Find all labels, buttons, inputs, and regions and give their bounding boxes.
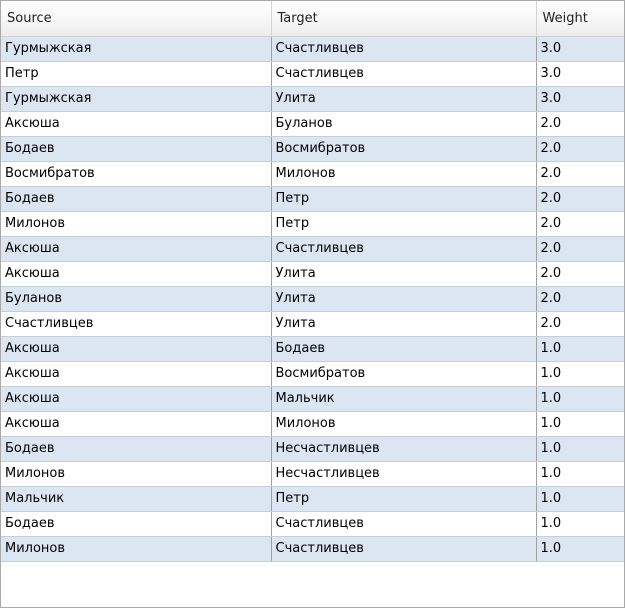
cell-source[interactable]: Бодаев xyxy=(1,511,272,537)
cell-target[interactable]: Петр xyxy=(271,186,537,212)
cell-target[interactable]: Несчастливцев xyxy=(271,461,537,487)
table-row[interactable]: Аксюша Восмибратов 1.0 xyxy=(1,361,624,387)
table-body: Гурмыжская Счастливцев 3.0 Петр Счастливцев 3… xyxy=(1,36,624,562)
cell-weight[interactable]: 1.0 xyxy=(536,536,624,562)
column-header-source[interactable]: Source xyxy=(1,1,272,37)
cell-weight[interactable]: 3.0 xyxy=(536,36,624,62)
cell-target[interactable]: Петр xyxy=(271,486,537,512)
header-row: Source Target Weight xyxy=(1,1,624,37)
cell-source[interactable]: Гурмыжская xyxy=(1,86,272,112)
table-row[interactable]: Гурмыжская Улита 3.0 xyxy=(1,86,624,112)
table-row[interactable]: Петр Счастливцев 3.0 xyxy=(1,61,624,87)
table-row[interactable]: Милонов Петр 2.0 xyxy=(1,211,624,237)
table-row[interactable]: Аксюша Буланов 2.0 xyxy=(1,111,624,137)
table-row[interactable]: Аксюша Мальчик 1.0 xyxy=(1,386,624,412)
cell-weight[interactable]: 2.0 xyxy=(536,286,624,312)
edge-data-table: Source Target Weight Гурмыжская Счастливц… xyxy=(1,1,624,562)
table-row[interactable]: Мальчик Петр 1.0 xyxy=(1,486,624,512)
table-row[interactable]: Милонов Счастливцев 1.0 xyxy=(1,536,624,562)
cell-weight[interactable]: 1.0 xyxy=(536,386,624,412)
cell-source[interactable]: Аксюша xyxy=(1,411,272,437)
cell-target[interactable]: Восмибратов xyxy=(271,136,537,162)
cell-weight[interactable]: 3.0 xyxy=(536,61,624,87)
cell-target[interactable]: Милонов xyxy=(271,161,537,187)
table-row[interactable]: Бодаев Счастливцев 1.0 xyxy=(1,511,624,537)
cell-source[interactable]: Аксюша xyxy=(1,261,272,287)
cell-weight[interactable]: 1.0 xyxy=(536,511,624,537)
cell-source[interactable]: Милонов xyxy=(1,536,272,562)
cell-target[interactable]: Бодаев xyxy=(271,336,537,362)
table-row[interactable]: Аксюша Улита 2.0 xyxy=(1,261,624,287)
cell-weight[interactable]: 2.0 xyxy=(536,261,624,287)
table-header: Source Target Weight xyxy=(1,1,624,37)
cell-source[interactable]: Петр xyxy=(1,61,272,87)
cell-source[interactable]: Аксюша xyxy=(1,236,272,262)
cell-weight[interactable]: 1.0 xyxy=(536,361,624,387)
cell-target[interactable]: Счастливцев xyxy=(271,236,537,262)
table-row[interactable]: Восмибратов Милонов 2.0 xyxy=(1,161,624,187)
cell-weight[interactable]: 1.0 xyxy=(536,461,624,487)
cell-weight[interactable]: 1.0 xyxy=(536,411,624,437)
column-header-target[interactable]: Target xyxy=(271,1,537,37)
column-header-weight[interactable]: Weight xyxy=(536,1,624,37)
cell-weight[interactable]: 2.0 xyxy=(536,236,624,262)
cell-weight[interactable]: 2.0 xyxy=(536,161,624,187)
cell-source[interactable]: Милонов xyxy=(1,461,272,487)
cell-source[interactable]: Аксюша xyxy=(1,336,272,362)
cell-source[interactable]: Буланов xyxy=(1,286,272,312)
cell-weight[interactable]: 2.0 xyxy=(536,311,624,337)
cell-target[interactable]: Мальчик xyxy=(271,386,537,412)
cell-weight[interactable]: 1.0 xyxy=(536,486,624,512)
cell-target[interactable]: Петр xyxy=(271,211,537,237)
cell-source[interactable]: Милонов xyxy=(1,211,272,237)
cell-weight[interactable]: 2.0 xyxy=(536,211,624,237)
cell-target[interactable]: Счастливцев xyxy=(271,61,537,87)
table-row[interactable]: Бодаев Несчастливцев 1.0 xyxy=(1,436,624,462)
cell-source[interactable]: Аксюша xyxy=(1,111,272,137)
cell-target[interactable]: Улита xyxy=(271,261,537,287)
cell-weight[interactable]: 2.0 xyxy=(536,111,624,137)
cell-weight[interactable]: 1.0 xyxy=(536,336,624,362)
cell-target[interactable]: Несчастливцев xyxy=(271,436,537,462)
cell-target[interactable]: Буланов xyxy=(271,111,537,137)
cell-target[interactable]: Улита xyxy=(271,286,537,312)
cell-target[interactable]: Восмибратов xyxy=(271,361,537,387)
cell-weight[interactable]: 2.0 xyxy=(536,186,624,212)
cell-target[interactable]: Улита xyxy=(271,86,537,112)
cell-source[interactable]: Бодаев xyxy=(1,436,272,462)
table-row[interactable]: Аксюша Счастливцев 2.0 xyxy=(1,236,624,262)
table-row[interactable]: Бодаев Петр 2.0 xyxy=(1,186,624,212)
cell-weight[interactable]: 2.0 xyxy=(536,136,624,162)
cell-target[interactable]: Счастливцев xyxy=(271,511,537,537)
cell-target[interactable]: Улита xyxy=(271,311,537,337)
cell-source[interactable]: Аксюша xyxy=(1,361,272,387)
cell-source[interactable]: Бодаев xyxy=(1,186,272,212)
cell-source[interactable]: Аксюша xyxy=(1,386,272,412)
cell-source[interactable]: Счастливцев xyxy=(1,311,272,337)
table-row[interactable]: Счастливцев Улита 2.0 xyxy=(1,311,624,337)
table-row[interactable]: Бодаев Восмибратов 2.0 xyxy=(1,136,624,162)
cell-weight[interactable]: 3.0 xyxy=(536,86,624,112)
table-row[interactable]: Гурмыжская Счастливцев 3.0 xyxy=(1,36,624,62)
table-row[interactable]: Буланов Улита 2.0 xyxy=(1,286,624,312)
cell-source[interactable]: Восмибратов xyxy=(1,161,272,187)
table-row[interactable]: Милонов Несчастливцев 1.0 xyxy=(1,461,624,487)
cell-target[interactable]: Счастливцев xyxy=(271,36,537,62)
table-row[interactable]: Аксюша Милонов 1.0 xyxy=(1,411,624,437)
cell-target[interactable]: Милонов xyxy=(271,411,537,437)
cell-source[interactable]: Мальчик xyxy=(1,486,272,512)
cell-weight[interactable]: 1.0 xyxy=(536,436,624,462)
cell-source[interactable]: Бодаев xyxy=(1,136,272,162)
cell-source[interactable]: Гурмыжская xyxy=(1,36,272,62)
cell-target[interactable]: Счастливцев xyxy=(271,536,537,562)
table-row[interactable]: Аксюша Бодаев 1.0 xyxy=(1,336,624,362)
